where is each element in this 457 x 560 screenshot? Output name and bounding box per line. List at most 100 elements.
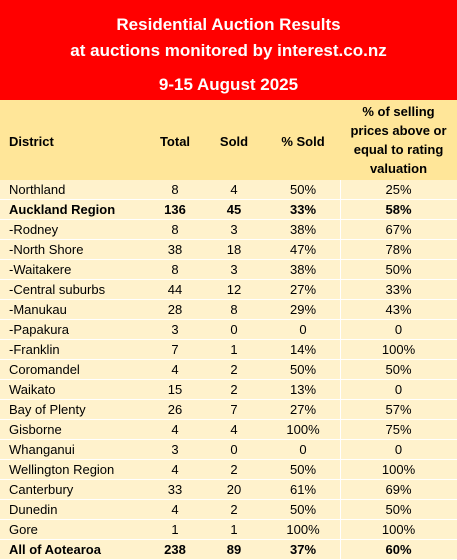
cell-district: Auckland Region (9, 202, 116, 217)
cell-district: Canterbury (9, 482, 74, 497)
cell-district: Gore (9, 522, 38, 537)
cell-district: Waikato (9, 382, 56, 397)
cell-pct-sold: 14% (289, 342, 317, 357)
cell-sold: 4 (230, 422, 238, 437)
table-row: Dunedin 4 2 50% 50% (0, 500, 457, 520)
table-row: Whanganui 3 0 0 0 (0, 440, 457, 460)
cell-sold: 3 (230, 262, 238, 277)
report-title: Residential Auction Results (116, 15, 341, 34)
table-body: Northland 8 4 50% 25% Auckland Region 136 45 33%… (0, 180, 457, 560)
cell-pct-sold: 47% (289, 242, 317, 257)
cell-above-valuation: 0 (394, 382, 403, 397)
cell-sold: 20 (226, 482, 242, 497)
table-row: Bay of Plenty 26 7 27% 57% (0, 400, 457, 420)
cell-above-valuation: 33% (385, 282, 412, 297)
cell-sold: 8 (230, 302, 238, 317)
cell-district: -Manukau (9, 302, 67, 317)
cell-total: 1 (171, 522, 179, 537)
cell-sold: 2 (230, 502, 238, 517)
cell-above-valuation: 100% (381, 522, 416, 537)
table-row: -North Shore 38 18 47% 78% (0, 240, 457, 260)
cell-district: Wellington Region (9, 462, 115, 477)
cell-total: 3 (171, 442, 179, 457)
cell-sold: 45 (226, 202, 242, 217)
cell-sold: 2 (230, 362, 238, 377)
cell-district: Northland (9, 182, 66, 197)
table-row: Gisborne 4 4 100% 75% (0, 420, 457, 440)
table-row: Auckland Region 136 45 33% 58% (0, 200, 457, 220)
cell-above-valuation: 60% (385, 542, 412, 557)
cell-pct-sold: 0 (299, 442, 307, 457)
cell-above-valuation: 0 (394, 322, 403, 337)
cell-district: -Rodney (9, 222, 59, 237)
cell-total: 26 (167, 402, 183, 417)
table-row: Wellington Region 4 2 50% 100% (0, 460, 457, 480)
cell-above-valuation: 50% (385, 502, 412, 517)
header-district: District (9, 134, 54, 149)
cell-above-valuation: 50% (385, 362, 412, 377)
report-date-range: 9-15 August 2025 (158, 75, 299, 94)
cell-total: 7 (171, 342, 179, 357)
cell-total: 33 (167, 482, 183, 497)
cell-total: 15 (167, 382, 183, 397)
cell-pct-sold: 100% (286, 522, 320, 537)
cell-total: 136 (164, 202, 186, 217)
header-sold: Sold (219, 134, 249, 149)
header-total: Total (159, 134, 191, 149)
cell-sold: 0 (230, 322, 238, 337)
table-row: -Papakura 3 0 0 0 (0, 320, 457, 340)
cell-total: 28 (167, 302, 183, 317)
cell-sold: 89 (226, 542, 242, 557)
table-row: -Manukau 28 8 29% 43% (0, 300, 457, 320)
cell-pct-sold: 27% (289, 282, 317, 297)
cell-pct-sold: 37% (289, 542, 317, 557)
cell-district: -North Shore (9, 242, 84, 257)
cell-pct-sold: 50% (289, 182, 317, 197)
cell-total: 238 (164, 542, 186, 557)
cell-pct-sold: 33% (289, 202, 317, 217)
cell-district: Dunedin (9, 502, 58, 517)
cell-district: -Papakura (9, 322, 69, 337)
cell-sold: 7 (230, 402, 238, 417)
table-row: Coromandel 4 2 50% 50% (0, 360, 457, 380)
cell-total: 38 (167, 242, 183, 257)
cell-total: 4 (171, 362, 179, 377)
cell-pct-sold: 38% (289, 262, 317, 277)
column-divider (340, 180, 341, 560)
cell-above-valuation: 100% (381, 342, 416, 357)
table-row: Canterbury 33 20 61% 69% (0, 480, 457, 500)
cell-pct-sold: 0 (299, 322, 307, 337)
cell-above-valuation: 78% (385, 242, 412, 257)
cell-above-valuation: 75% (385, 422, 412, 437)
cell-pct-sold: 29% (289, 302, 317, 317)
cell-above-valuation: 25% (385, 182, 412, 197)
cell-sold: 2 (230, 382, 238, 397)
cell-total: 8 (171, 222, 179, 237)
cell-total: 4 (171, 462, 179, 477)
table-row: -Waitakere 8 3 38% 50% (0, 260, 457, 280)
table-row: Gore 1 1 100% 100% (0, 520, 457, 540)
cell-above-valuation: 100% (381, 462, 416, 477)
cell-pct-sold: 50% (289, 462, 317, 477)
cell-pct-sold: 27% (289, 402, 317, 417)
cell-total: 4 (171, 502, 179, 517)
cell-sold: 4 (230, 182, 238, 197)
cell-above-valuation: 69% (385, 482, 412, 497)
cell-sold: 1 (230, 342, 238, 357)
cell-district: -Central suburbs (9, 282, 106, 297)
table-row: Waikato 15 2 13% 0 (0, 380, 457, 400)
cell-sold: 3 (230, 222, 238, 237)
cell-pct-sold: 38% (289, 222, 317, 237)
cell-above-valuation: 57% (385, 402, 412, 417)
cell-above-valuation: 43% (385, 302, 412, 317)
cell-sold: 2 (230, 462, 238, 477)
table-row: All of Aotearoa 238 89 37% 60% (0, 540, 457, 560)
cell-total: 3 (171, 322, 179, 337)
cell-sold: 0 (230, 442, 238, 457)
cell-sold: 1 (230, 522, 238, 537)
cell-district: Gisborne (9, 422, 62, 437)
cell-total: 8 (171, 262, 179, 277)
cell-district: Coromandel (9, 362, 80, 377)
cell-pct-sold: 50% (289, 502, 317, 517)
cell-sold: 18 (226, 242, 242, 257)
